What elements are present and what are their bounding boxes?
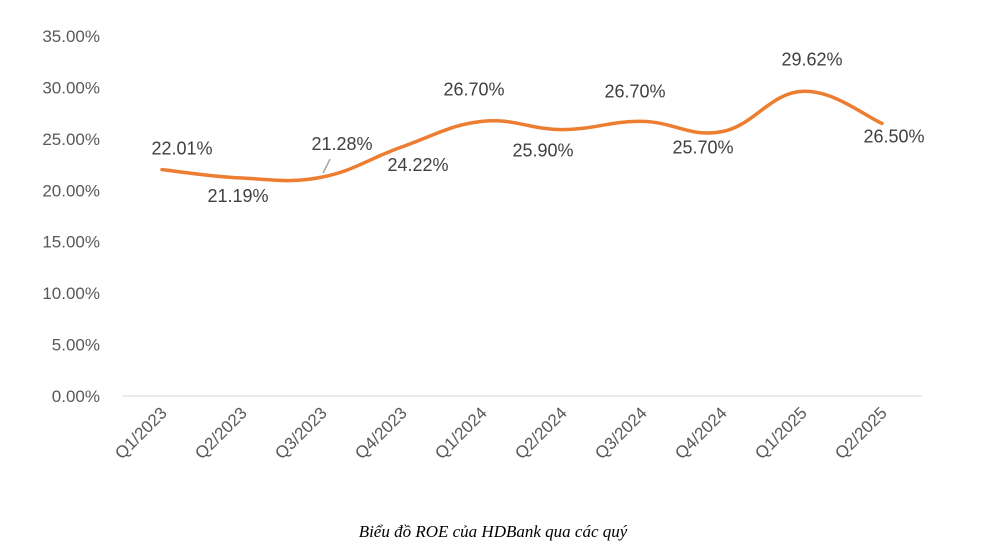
x-tick-label: Q3/2024 <box>591 403 651 463</box>
data-label: 26.50% <box>863 126 924 146</box>
y-tick-label: 25.00% <box>42 130 100 149</box>
data-label: 26.70% <box>443 79 504 99</box>
x-axis-ticks: Q1/2023 Q2/2023 Q3/2023 Q4/2023 Q1/2024 Q2/20… <box>111 403 891 463</box>
y-tick-label: 10.00% <box>42 284 100 303</box>
y-tick-label: 30.00% <box>42 78 100 97</box>
x-tick-label: Q1/2023 <box>111 403 171 463</box>
chart-caption: Biểu đồ ROE của HDBank qua các quý <box>358 522 628 541</box>
roe-series-line <box>160 89 884 183</box>
data-labels: 22.01% 21.19% 21.28% 24.22% 26.70% 25.90% 26.7… <box>151 49 924 206</box>
x-tick-label: Q1/2025 <box>751 403 811 463</box>
data-label-leader-line <box>322 158 331 174</box>
y-tick-label: 20.00% <box>42 181 100 200</box>
x-tick-label: Q3/2023 <box>271 403 331 463</box>
data-label: 26.70% <box>604 81 665 101</box>
y-tick-label: 0.00% <box>52 387 100 406</box>
data-label: 24.22% <box>387 155 448 175</box>
x-tick-label: Q2/2025 <box>831 403 891 463</box>
x-tick-label: Q2/2024 <box>511 403 571 463</box>
roe-line-chart: 0.00% 5.00% 10.00% 15.00% 20.00% 25.00% 30.00%… <box>42 27 924 463</box>
x-tick-label: Q2/2023 <box>191 403 251 463</box>
y-tick-label: 15.00% <box>42 233 100 252</box>
y-axis-ticks: 0.00% 5.00% 10.00% 15.00% 20.00% 25.00% 30.00%… <box>42 27 100 406</box>
data-label: 29.62% <box>781 49 842 69</box>
data-label: 25.70% <box>672 138 733 158</box>
x-tick-label: Q4/2024 <box>671 403 731 463</box>
y-tick-label: 5.00% <box>52 336 100 355</box>
data-label: 21.28% <box>311 134 372 154</box>
data-label: 22.01% <box>151 139 212 159</box>
x-tick-label: Q1/2024 <box>431 403 491 463</box>
data-label: 25.90% <box>512 141 573 161</box>
data-label: 21.19% <box>207 186 268 206</box>
x-tick-label: Q4/2023 <box>351 403 411 463</box>
y-tick-label: 35.00% <box>42 27 100 46</box>
